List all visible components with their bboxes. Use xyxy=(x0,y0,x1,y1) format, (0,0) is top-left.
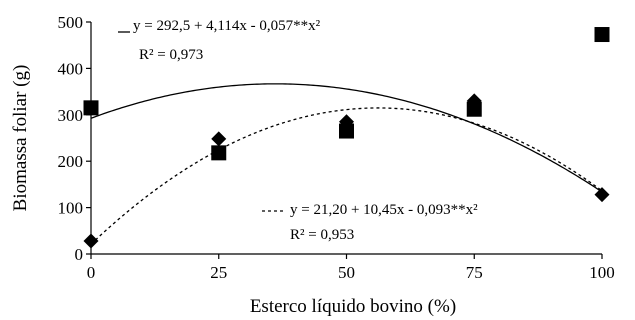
data-point-diamond xyxy=(211,131,227,147)
equation-series-1: y = 292,5 + 4,114x - 0,057**x² xyxy=(133,18,321,34)
y-tick-label: 200 xyxy=(58,152,84,171)
data-point-square xyxy=(594,27,610,43)
x-tick-label: 100 xyxy=(589,263,615,282)
y-tick-label: 400 xyxy=(58,59,84,78)
x-tick-label: 0 xyxy=(87,263,96,282)
data-point-square xyxy=(211,145,227,161)
data-point-diamond xyxy=(83,233,99,249)
y-tick-label: 300 xyxy=(58,106,84,125)
x-axis-title: Esterco líquido bovino (%) xyxy=(250,296,456,317)
data-point-square xyxy=(466,101,482,117)
chart-axes: 0 100 200 300 400 500 0 25 50 75 100 xyxy=(58,13,615,282)
equation-series-2: y = 21,20 + 10,45x - 0,093**x² xyxy=(290,202,478,218)
data-point-diamond xyxy=(466,93,482,109)
data-markers xyxy=(83,27,610,249)
x-tick-label: 50 xyxy=(338,263,355,282)
data-point-square xyxy=(339,123,354,139)
y-tick-label: 100 xyxy=(58,199,84,218)
data-point-square xyxy=(83,100,99,116)
y-tick-label: 500 xyxy=(58,13,84,32)
x-tick-label: 75 xyxy=(466,263,483,282)
trend-curve-series-2 xyxy=(90,107,603,245)
y-axis-title: Biomassa foliar (g) xyxy=(10,65,31,212)
x-tick-label: 25 xyxy=(210,263,227,282)
r2-series-1: R² = 0,973 xyxy=(139,47,203,63)
trend-curve-series-1 xyxy=(90,83,603,193)
trend-curves xyxy=(90,83,603,245)
data-point-diamond xyxy=(339,114,354,130)
data-point-diamond xyxy=(594,187,610,203)
r2-series-2: R² = 0,953 xyxy=(290,227,354,243)
y-tick-label: 0 xyxy=(75,245,84,264)
